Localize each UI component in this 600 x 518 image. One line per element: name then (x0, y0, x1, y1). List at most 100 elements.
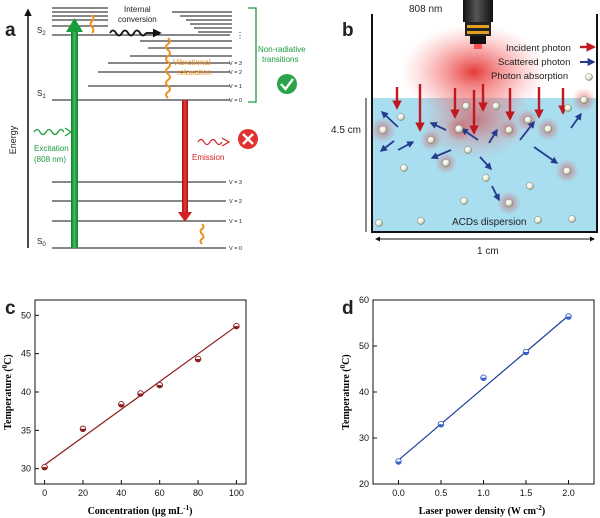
vibrational-label-2: relaxation (177, 68, 212, 77)
xtick-label: 1.5 (520, 488, 533, 498)
ylabel-c: Temperature (0C) (1, 354, 14, 429)
panel-label-b: b (342, 20, 354, 41)
level-v0-lower: V = 0 (229, 246, 242, 252)
s2-levels (52, 7, 232, 57)
data-point-fill (480, 377, 487, 381)
panel-b-cuvette: b 808 nm (331, 0, 598, 257)
xtick-label: 0 (42, 488, 47, 498)
level-v1-lower: V = 1 (229, 219, 242, 225)
data-point-fill (156, 385, 163, 388)
panel-d-chart: d 0.0 0.5 1.0 1.5 2.0 20 30 40 50 60 Temperature … (339, 295, 595, 517)
legend-incident: Incident photon (506, 43, 571, 54)
data-point-fill (438, 424, 444, 427)
data-point-fill (233, 326, 240, 329)
laser-wavelength: 808 nm (409, 4, 442, 15)
legend-absorption: Photon absorption (491, 71, 568, 82)
checkmark-icon (277, 74, 297, 94)
data-point-fill (395, 461, 402, 465)
s0-label: S0 (37, 237, 46, 248)
ytick-label: 20 (359, 479, 369, 489)
xtick-label: 40 (116, 488, 126, 498)
s1-label: S1 (37, 89, 46, 100)
energy-axis-label: Energy (8, 125, 18, 154)
width-label: 1 cm (477, 246, 499, 257)
level-v0-upper: V = 0 (229, 98, 242, 104)
s0-levels (52, 181, 226, 249)
xtick-label: 60 (155, 488, 165, 498)
s0-relaxation-wiggle (199, 223, 205, 245)
nonradiative-label-1: Non-radiative (258, 45, 306, 54)
emission-label: Emission (192, 153, 224, 162)
incident-arrows (392, 84, 568, 135)
s2-label: S2 (37, 26, 46, 37)
s2-relaxation-wiggle (89, 14, 95, 34)
excitation-arrowhead (66, 18, 83, 32)
xtick-label: 0.5 (435, 488, 448, 498)
panel-label-c: c (5, 298, 16, 319)
points-c (41, 322, 240, 471)
xtick-label: 2.0 (562, 488, 575, 498)
acd-particles (375, 73, 593, 227)
data-point-fill (41, 467, 48, 470)
axes-c: 0 20 40 60 80 100 30 35 40 45 50 (21, 310, 244, 498)
ytick-label: 30 (359, 433, 369, 443)
level-v2-lower: V = 2 (229, 199, 242, 205)
data-point-fill (565, 316, 572, 320)
internal-conversion-wave (109, 29, 147, 37)
legend-scattered: Scattered photon (498, 57, 570, 68)
panel-label-d: d (342, 298, 354, 319)
xtick-label: 0.0 (392, 488, 405, 498)
dots: ⋮ (236, 31, 244, 40)
xtick-label: 20 (78, 488, 88, 498)
scattered-arrows (379, 111, 582, 202)
internal-conversion-1: Internal (124, 5, 151, 14)
ytick-label: 50 (359, 341, 369, 351)
axes-d: 0.0 0.5 1.0 1.5 2.0 20 30 40 50 60 (359, 295, 575, 498)
excitation-wave (33, 128, 65, 136)
ytick-label: 45 (21, 349, 31, 359)
xtick-label: 1.0 (477, 488, 490, 498)
dispersion-label: ACDs dispersion (452, 217, 526, 228)
panel-c-chart: c 0 20 40 60 80 100 30 35 40 45 50 Temperature (0C… (1, 298, 247, 517)
level-v3-upper: V = 3 (229, 61, 242, 67)
emission-arrow (182, 100, 188, 213)
nonradiative-bracket (248, 7, 257, 103)
nonradiative-label-2: transitions (262, 55, 298, 64)
laser-device (463, 0, 493, 49)
excitation-arrow (71, 30, 78, 248)
data-point-fill (523, 351, 529, 355)
fit-line-d (398, 315, 569, 461)
ytick-label: 40 (21, 387, 31, 397)
cuvette-walls (371, 14, 598, 233)
level-v2-upper: V = 2 (229, 70, 242, 76)
data-point-fill (80, 428, 86, 432)
emission-arrowhead (178, 212, 192, 222)
ytick-label: 35 (21, 425, 31, 435)
vibrational-label-1: Vibrational (173, 58, 211, 67)
height-label: 4.5 cm (331, 125, 361, 136)
panel-a-jablonski: a Energy S2 ⋮ S1 V = 3 V = 2 V = 1 V = 0 (5, 5, 306, 252)
data-point-fill (118, 404, 125, 408)
excitation-label-2: (808 nm) (34, 155, 66, 164)
xlabel-d: Laser power density (W cm-2) (419, 504, 545, 517)
xtick-label: 80 (193, 488, 203, 498)
ytick-label: 50 (21, 310, 31, 320)
level-v3-lower: V = 3 (229, 180, 242, 186)
points-d (395, 313, 572, 465)
ytick-label: 40 (359, 387, 369, 397)
emission-wave (197, 138, 223, 146)
panel-label-a: a (5, 20, 16, 41)
data-point-fill (137, 393, 144, 397)
ytick-label: 60 (359, 295, 369, 305)
excitation-label-1: Excitation (34, 144, 69, 153)
internal-conversion-2: conversion (118, 15, 157, 24)
vibrational-relaxation-wiggle (165, 37, 171, 99)
plot-frame-d (372, 299, 595, 485)
ytick-label: 30 (21, 464, 31, 474)
xlabel-c: Concentration (μg mL-1) (88, 504, 193, 517)
ylabel-d: Temperature (0C) (339, 354, 352, 429)
level-v1-upper: V = 1 (229, 84, 242, 90)
xtick-label: 100 (229, 488, 244, 498)
data-point-fill (195, 359, 201, 362)
